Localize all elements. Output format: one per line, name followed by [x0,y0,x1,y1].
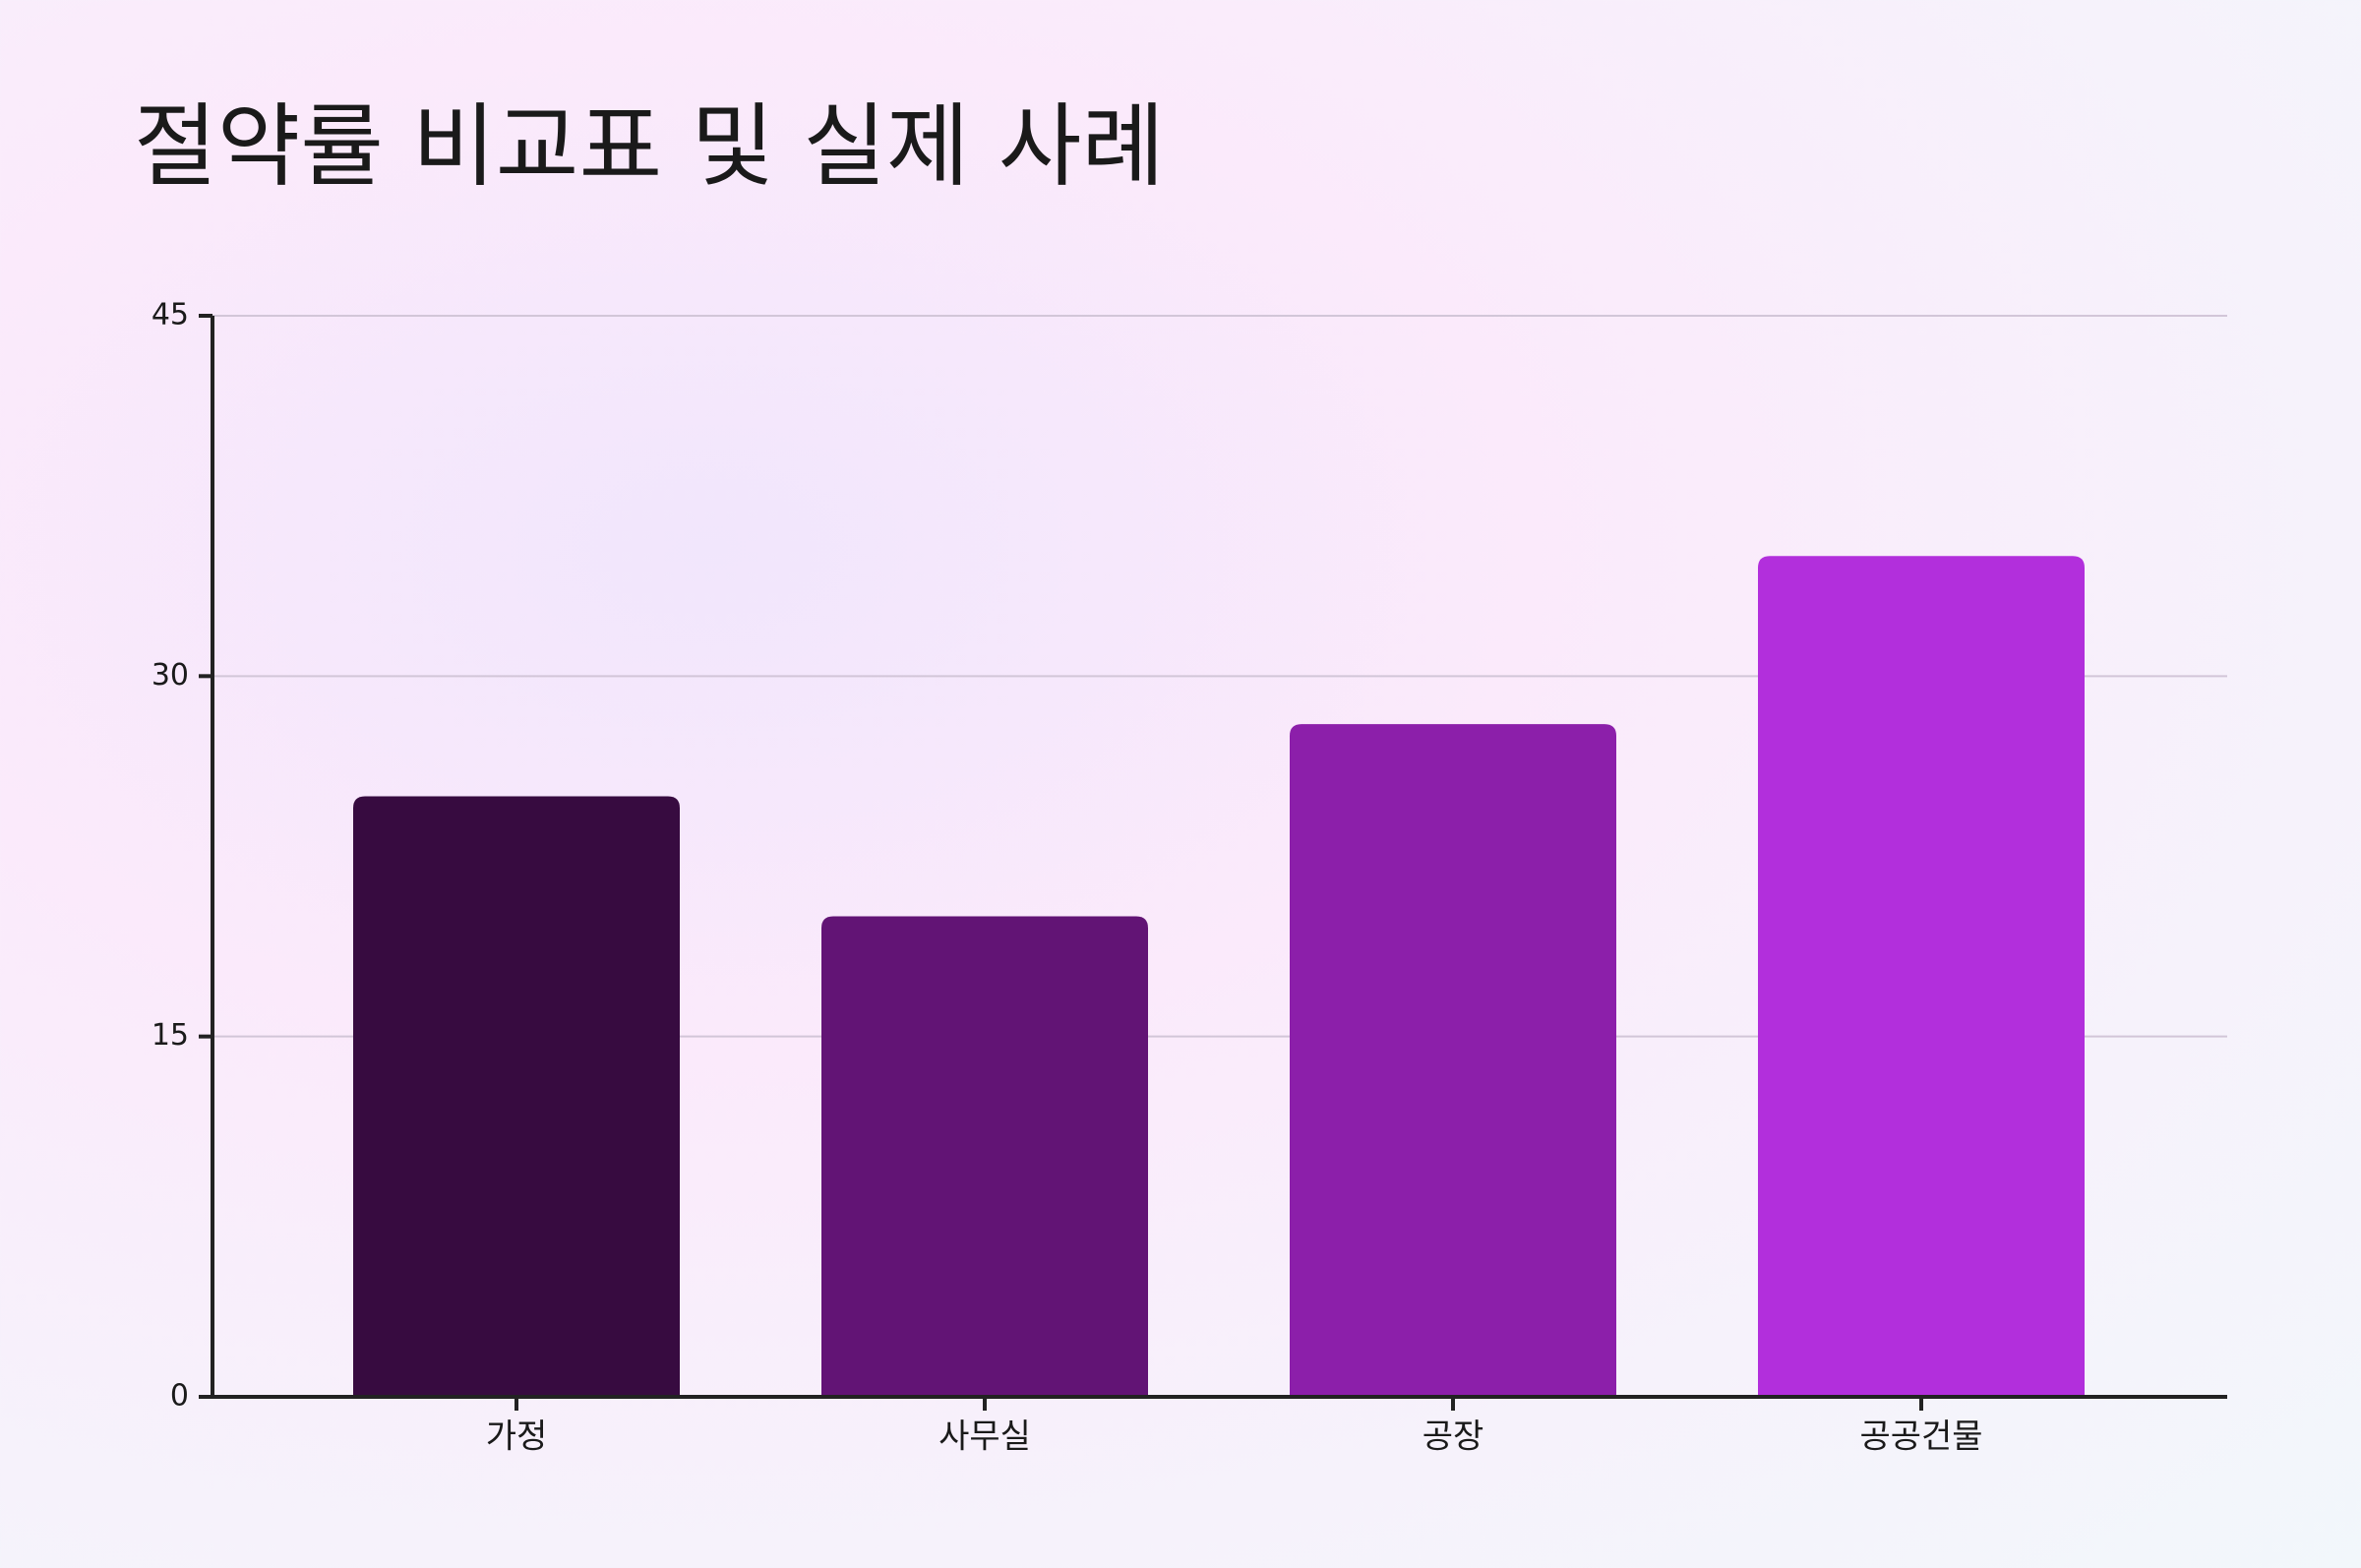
x-tick-label: 가정 [486,1417,548,1457]
bar [1290,724,1616,1397]
y-tick-label: 30 [151,658,189,693]
y-tick-label: 15 [151,1018,189,1053]
bar [821,916,1148,1397]
x-tick-label: 공장 [1423,1417,1484,1457]
chart-title: 절약률 비교표 및 실제 사례 [134,93,1165,199]
bar [353,796,680,1397]
y-tick-label: 0 [170,1379,189,1414]
y-tick-label: 45 [151,298,189,332]
x-tick-label: 공공건물 [1859,1417,1982,1457]
x-tick-label: 사무실 [938,1417,1031,1457]
bar [1758,556,2085,1397]
